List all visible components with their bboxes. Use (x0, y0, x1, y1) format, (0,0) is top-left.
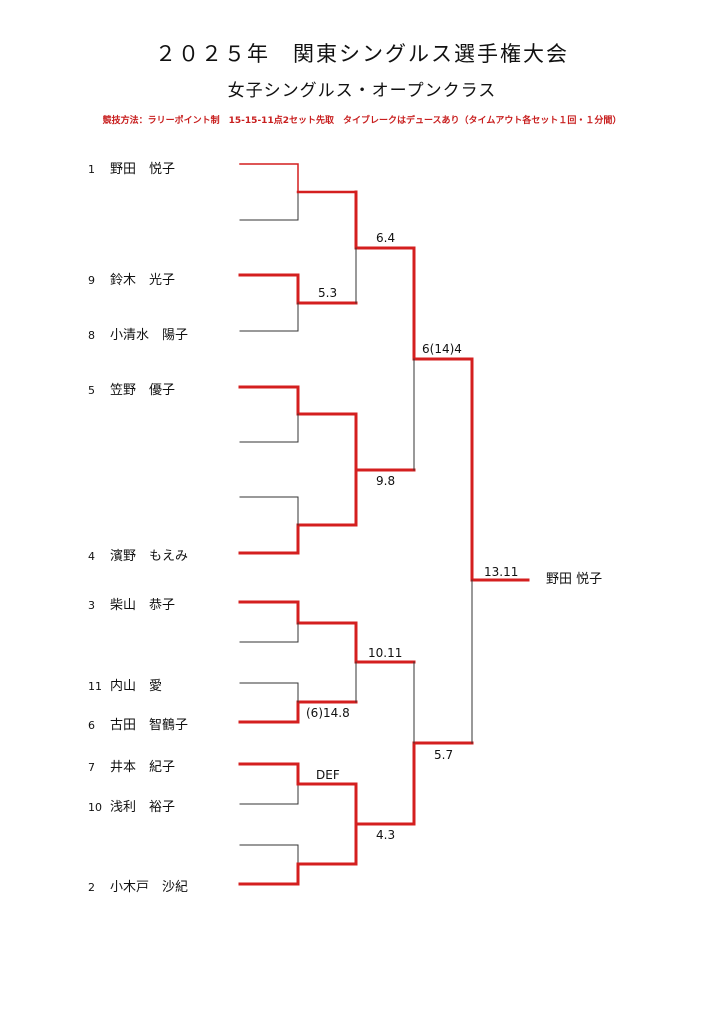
player-entry: 8 小清水 陽子 (88, 324, 189, 343)
champion-name: 野田 悦子 (546, 572, 603, 587)
player-name: 内山 愛 (110, 679, 163, 694)
match-5-lines (238, 496, 358, 555)
match-13-lines (354, 661, 474, 826)
player-seed: 4 (88, 550, 95, 563)
player-seed: 9 (88, 274, 95, 287)
match-3-lines (354, 190, 416, 304)
player-entry: 6 古田 智鶴子 (88, 714, 189, 733)
player-seed: 8 (88, 329, 95, 342)
player-name: 笠野 優子 (110, 383, 176, 398)
player-entry: 4 濱野 もえみ (88, 545, 189, 564)
match-score: 6(14)4 (422, 342, 462, 356)
player-entry: 7 井本 紀子 (88, 756, 176, 775)
player-seed: 6 (88, 719, 95, 732)
page-title: ２０２５年 関東シングルス選手権大会 (155, 42, 569, 66)
match-6-lines (354, 412, 416, 527)
player-entry: 11 内山 愛 (88, 675, 163, 694)
player-seed: 2 (88, 881, 95, 894)
match-11-lines (238, 762, 358, 826)
match-score: 10.11 (368, 646, 403, 660)
match-score: 13.11 (484, 565, 519, 579)
player-entry: 1 野田 悦子 (88, 158, 176, 177)
match-score: 5.3 (318, 286, 338, 300)
player-seed: 7 (88, 761, 95, 774)
match-9-lines (238, 682, 358, 724)
player-seed: 3 (88, 599, 95, 612)
match-7-lines (412, 246, 474, 471)
final-lines (470, 357, 530, 744)
match-2-lines (238, 273, 358, 332)
player-name: 井本 紀子 (110, 760, 176, 775)
match-10-lines (354, 621, 416, 703)
match-1-lines (239, 163, 358, 221)
player-entry: 9 鈴木 光子 (88, 269, 176, 288)
player-name: 古田 智鶴子 (110, 718, 189, 733)
match-4-lines (238, 385, 358, 443)
player-entry: 5 笠野 優子 (88, 379, 176, 398)
match-score: (6)14.8 (306, 706, 350, 720)
player-name: 野田 悦子 (110, 162, 176, 177)
event-subtitle: 女子シングルス・オープンクラス (227, 81, 497, 101)
match-8-lines (238, 600, 358, 643)
rules-text: 競技方法：ラリーポイント制 15-15-11点2セット先取 タイブレークはデュー… (102, 116, 622, 126)
player-name: 小木戸 沙紀 (110, 880, 189, 895)
player-name: 小清水 陽子 (110, 328, 189, 343)
player-entry: 3 柴山 恭子 (88, 594, 176, 613)
player-seed: 1 (88, 163, 95, 176)
player-entry: 10 浅利 裕子 (88, 796, 176, 815)
player-entry: 2 小木戸 沙紀 (88, 876, 189, 895)
match-12-lines (238, 822, 358, 886)
player-seed: 5 (88, 384, 95, 397)
player-name: 柴山 恭子 (110, 598, 176, 613)
match-score: 9.8 (376, 474, 396, 488)
player-seed: 10 (88, 801, 102, 814)
player-name: 鈴木 光子 (110, 273, 176, 288)
player-name: 浅利 裕子 (110, 800, 176, 815)
match-score: 4.3 (376, 828, 396, 842)
match-score: DEF (316, 768, 340, 782)
player-seed: 11 (88, 680, 102, 693)
player-name: 濱野 もえみ (110, 549, 189, 564)
match-score: 5.7 (434, 748, 454, 762)
match-score: 6.4 (376, 231, 396, 245)
